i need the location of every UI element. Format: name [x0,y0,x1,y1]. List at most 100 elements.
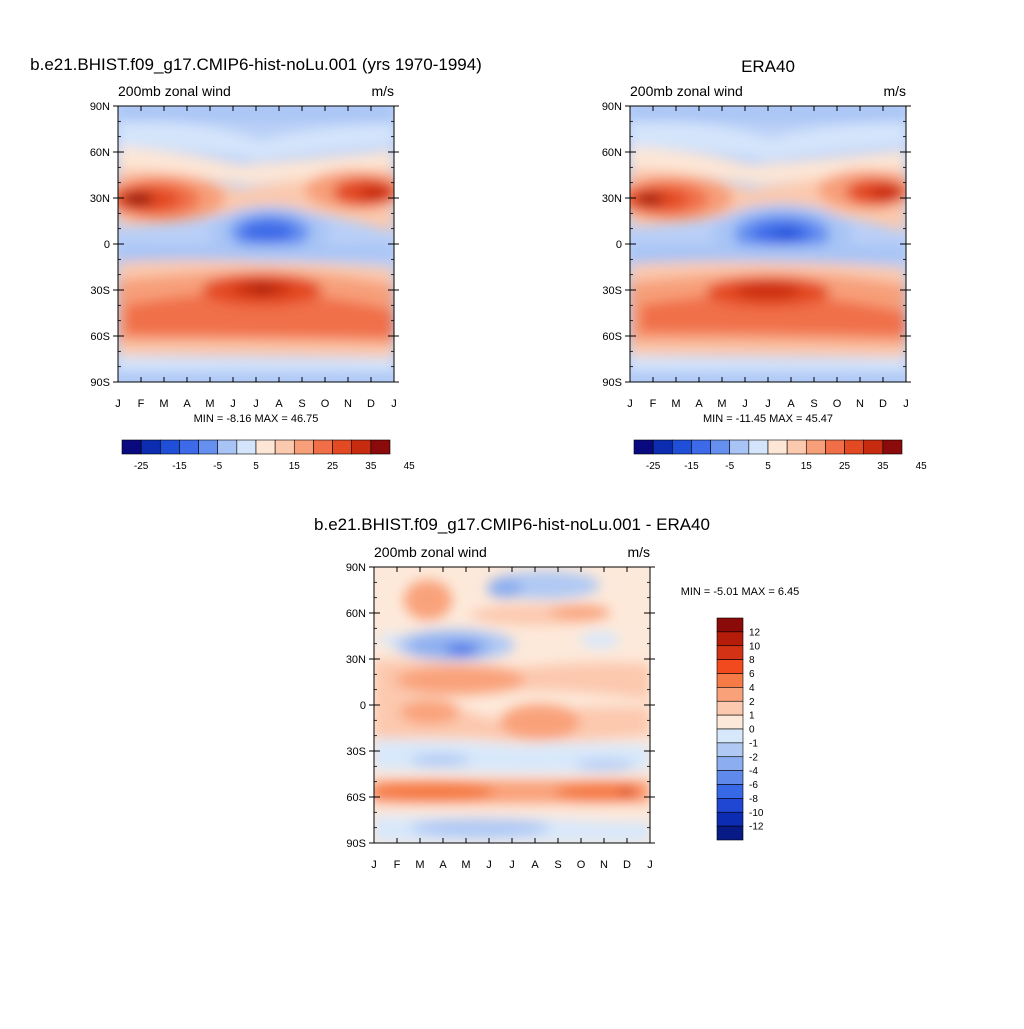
x-tick-label: A [275,398,283,410]
colorbar-swatch [236,439,257,455]
colorbar-label: -8 [749,794,758,805]
x-tick-label: J [230,398,236,410]
colorbar-swatch [633,439,654,455]
x-tick-label: J [253,398,259,410]
colorbar-swatch [652,439,673,455]
colorbar-swatch [716,798,744,813]
panel-title: ERA40 [741,57,795,76]
colorbar-swatch [140,439,161,455]
colorbar-swatch [293,439,314,455]
x-tick-label: O [321,398,330,410]
x-tick-label: N [600,859,608,871]
y-tick-label: 0 [616,239,622,251]
y-tick-label: 30N [90,193,110,205]
colorbar-label: -10 [749,808,764,819]
colorbar-label: 1 [749,711,755,722]
colorbar-era40: -25 -15 -5 5 15 25 35 45 [633,439,928,472]
x-tick-label: M [159,398,168,410]
min-max-stats: MIN = -5.01 MAX = 6.45 [681,586,800,598]
colorbar-swatch [716,742,744,758]
x-tick-label: J [647,859,653,871]
colorbar-label: 45 [916,461,928,472]
colorbar-swatch [729,439,750,455]
colorbar-swatch [716,673,744,688]
colorbar-label: -15 [172,461,187,472]
y-tick-label: 60N [346,608,366,620]
min-max-stats: MIN = -8.16 MAX = 46.75 [194,413,319,425]
y-tick-label: 30N [346,654,366,666]
colorbar-swatch [716,811,744,827]
colorbar-label: 25 [839,461,851,472]
y-tick-label: 90N [346,562,366,574]
colorbar-label: 5 [253,461,259,472]
colorbar-swatch [255,439,276,455]
x-tick-label: A [695,398,703,410]
x-tick-label: M [671,398,680,410]
variable-label: 200mb zonal wind [630,83,743,99]
colorbar-swatch [351,439,372,455]
colorbar-label: 35 [365,461,377,472]
colorbar-swatch [716,687,744,702]
colorbar-swatch [882,439,903,455]
min-max-stats: MIN = -11.45 MAX = 45.47 [703,413,833,425]
x-tick-label: O [833,398,842,410]
colorbar-label: -5 [725,461,734,472]
units-label: m/s [627,544,650,560]
x-tick-label: J [509,859,515,871]
colorbar-swatch [198,439,219,455]
contour-field [118,106,394,382]
colorbar-label: 0 [749,725,755,736]
colorbar-label: 15 [801,461,813,472]
colorbar-label: -15 [684,461,699,472]
colorbar-label: 45 [404,461,416,472]
colorbar-swatch [313,439,333,455]
x-tick-label: J [903,398,909,410]
x-tick-label: J [765,398,771,410]
y-tick-label: 30S [602,285,622,297]
x-tick-label: D [623,859,631,871]
x-tick-label: D [367,398,375,410]
colorbar-swatch [805,439,826,455]
colorbar-swatch [691,439,711,455]
colorbar-swatch [710,439,731,455]
colorbar-label: -5 [213,461,222,472]
y-tick-label: 90S [602,377,622,389]
variable-label: 200mb zonal wind [118,83,231,99]
colorbar-label: -25 [646,461,661,472]
colorbar-label: 35 [877,461,889,472]
panel-model: b.e21.BHIST.f09_g17.CMIP6-hist-noLu.001 … [30,55,482,425]
colorbar-swatch [159,439,180,455]
x-tick-label: S [810,398,817,410]
y-tick-label: 0 [360,700,366,712]
colorbar-label: -25 [134,461,149,472]
colorbar-label: 12 [749,627,761,638]
y-tick-label: 30S [346,746,366,758]
colorbar-swatch [825,439,845,455]
y-tick-label: 60N [90,147,110,159]
units-label: m/s [883,83,906,99]
x-tick-label: A [183,398,191,410]
y-tick-label: 30N [602,193,622,205]
y-tick-label: 60S [602,331,622,343]
x-tick-label: J [742,398,748,410]
x-tick-label: D [879,398,887,410]
colorbar-swatch [767,439,788,455]
colorbar-label: 5 [765,461,771,472]
colorbar-swatch [716,700,744,716]
x-tick-label: M [717,398,726,410]
colorbar-swatch [671,439,692,455]
x-tick-label: F [650,398,657,410]
colorbar-swatch [716,825,744,841]
contour-field [630,106,906,382]
x-tick-label: A [787,398,795,410]
colorbar-swatch [716,714,744,730]
colorbar-swatch [716,784,744,799]
x-tick-label: F [394,859,401,871]
contour-field [374,567,650,843]
colorbar-swatch [716,770,744,785]
x-tick-label: J [627,398,633,410]
x-tick-label: M [461,859,470,871]
colorbar-swatch [274,439,295,455]
colorbar-label: -1 [749,738,758,749]
